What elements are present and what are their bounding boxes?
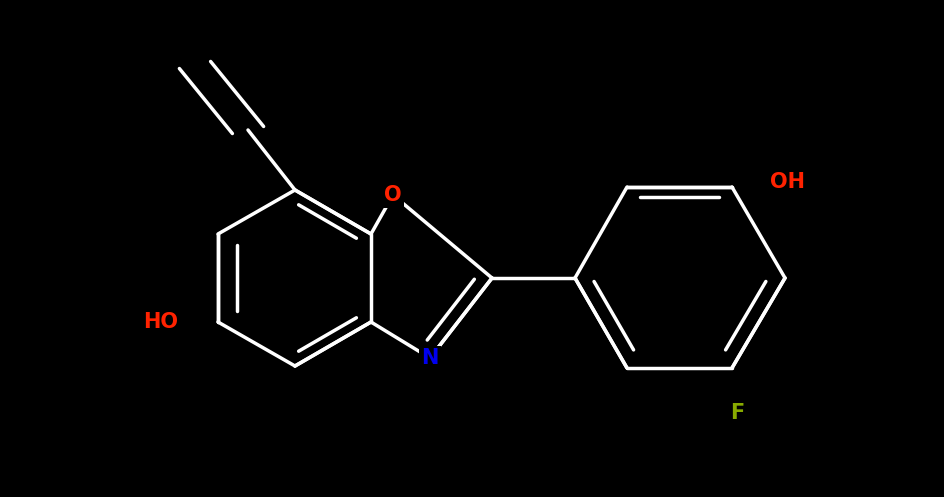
Text: F: F — [730, 403, 744, 423]
Text: OH: OH — [770, 172, 805, 192]
Text: N: N — [421, 348, 439, 368]
Text: O: O — [384, 185, 402, 205]
Text: HO: HO — [143, 312, 178, 332]
